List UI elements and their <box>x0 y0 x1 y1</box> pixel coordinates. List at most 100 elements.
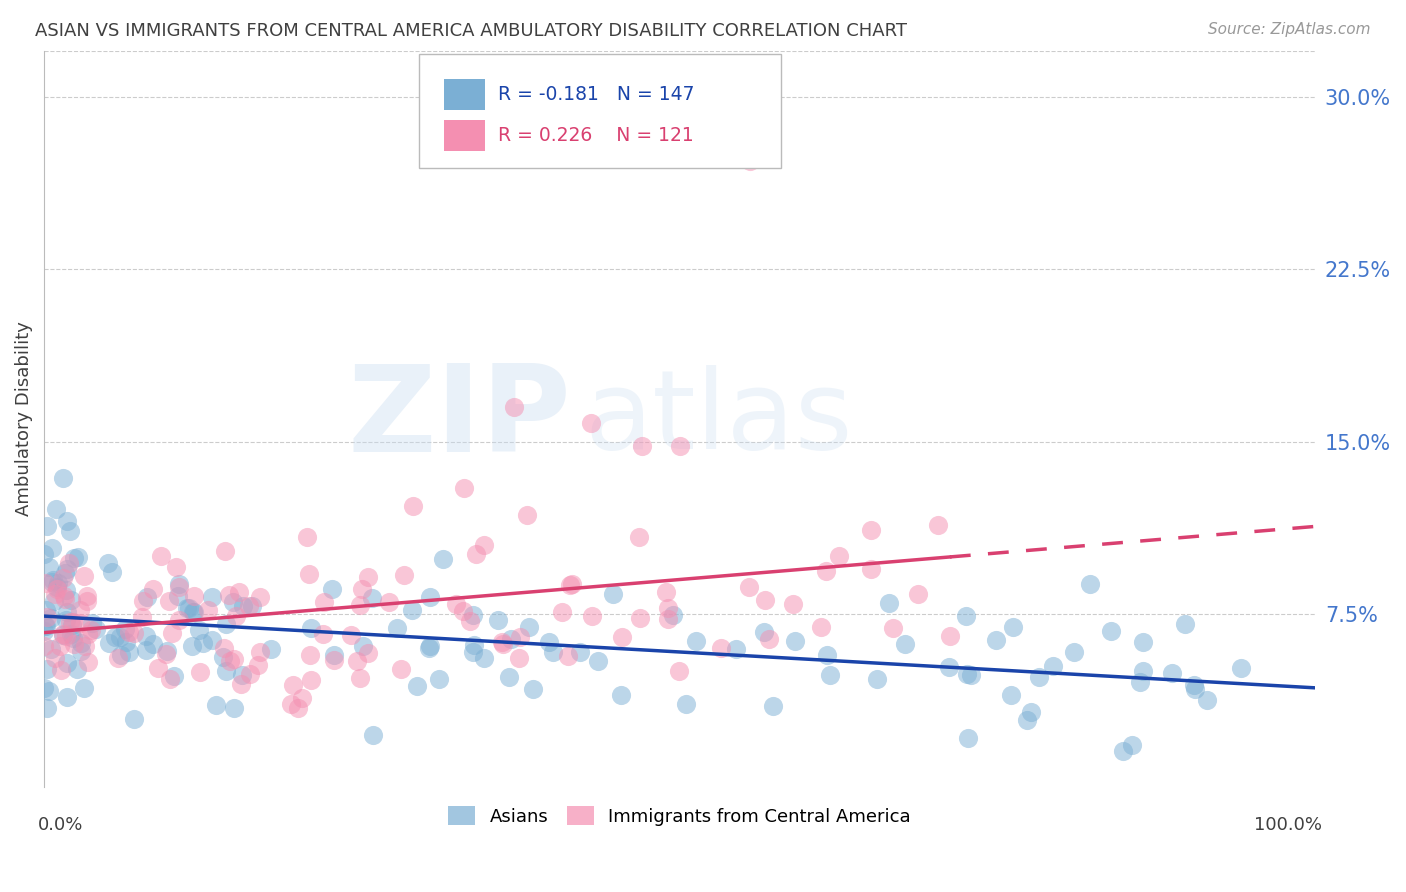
Point <box>522 681 544 696</box>
Point <box>52 471 75 485</box>
Point <box>1078 577 1101 591</box>
Legend: Asians, Immigrants from Central America: Asians, Immigrants from Central America <box>449 806 911 826</box>
Bar <box>444 79 485 111</box>
Point <box>214 544 236 558</box>
Point <box>579 417 602 431</box>
Point <box>451 604 474 618</box>
Bar <box>444 120 485 151</box>
Point <box>76 655 98 669</box>
Point <box>191 636 214 650</box>
Point <box>628 611 651 625</box>
Point <box>77 627 100 641</box>
Point <box>108 631 131 645</box>
Text: Source: ZipAtlas.com: Source: ZipAtlas.com <box>1208 22 1371 37</box>
Point <box>668 664 690 678</box>
Point <box>1063 645 1085 659</box>
Point <box>561 577 583 591</box>
Point <box>188 665 211 679</box>
Point <box>685 634 707 648</box>
Point <box>66 662 89 676</box>
Point <box>201 632 224 647</box>
Point <box>1015 713 1038 727</box>
Point <box>349 599 371 613</box>
Point <box>349 671 371 685</box>
Point <box>157 594 180 608</box>
Point <box>55 605 77 619</box>
Point <box>406 679 429 693</box>
Point <box>927 517 949 532</box>
Point <box>60 626 83 640</box>
Point <box>212 640 235 655</box>
Point <box>32 681 55 695</box>
Point <box>249 645 271 659</box>
Point <box>34 619 56 633</box>
Point <box>231 676 253 690</box>
Point <box>84 622 107 636</box>
Point <box>218 654 240 668</box>
Point <box>630 439 652 453</box>
Point <box>240 599 263 613</box>
Point <box>738 580 761 594</box>
Point <box>281 678 304 692</box>
Point <box>104 630 127 644</box>
Point <box>122 625 145 640</box>
Point <box>1184 678 1206 692</box>
Point <box>453 481 475 495</box>
Point <box>419 639 441 653</box>
Point <box>62 615 84 629</box>
Point <box>76 594 98 608</box>
Point <box>725 642 748 657</box>
Point <box>810 620 832 634</box>
Point <box>59 593 82 607</box>
Point <box>41 541 63 556</box>
Point <box>218 588 240 602</box>
Point <box>55 562 77 576</box>
Point <box>1112 744 1135 758</box>
Point <box>939 629 962 643</box>
Point <box>389 662 412 676</box>
Point <box>34 624 56 639</box>
Point <box>959 668 981 682</box>
Point <box>80 623 103 637</box>
Point <box>516 508 538 523</box>
Point <box>62 631 84 645</box>
Point <box>568 645 591 659</box>
Point <box>957 731 980 746</box>
Point <box>212 650 235 665</box>
Point <box>183 589 205 603</box>
Point <box>48 639 70 653</box>
Point <box>287 701 309 715</box>
Point <box>44 587 66 601</box>
Point <box>167 576 190 591</box>
Point <box>419 590 441 604</box>
Point <box>97 636 120 650</box>
Point <box>224 651 246 665</box>
Point <box>297 530 319 544</box>
Point <box>280 698 302 712</box>
Point <box>52 589 75 603</box>
Point <box>907 587 929 601</box>
Point <box>110 648 132 662</box>
Point <box>298 567 321 582</box>
Point <box>135 643 157 657</box>
Point <box>551 605 574 619</box>
Point <box>1184 682 1206 697</box>
Point <box>60 617 83 632</box>
Point <box>45 501 67 516</box>
Point <box>321 582 343 596</box>
Point <box>70 636 93 650</box>
Point <box>225 609 247 624</box>
Point <box>51 628 73 642</box>
Point <box>363 728 385 742</box>
Point <box>893 637 915 651</box>
Point <box>156 644 179 658</box>
Point <box>503 401 526 415</box>
Point <box>142 637 165 651</box>
Point <box>222 595 245 609</box>
Point <box>323 648 346 663</box>
Point <box>581 608 603 623</box>
Point <box>402 500 425 514</box>
Point <box>1132 664 1154 678</box>
Point <box>97 557 120 571</box>
Point <box>882 621 904 635</box>
